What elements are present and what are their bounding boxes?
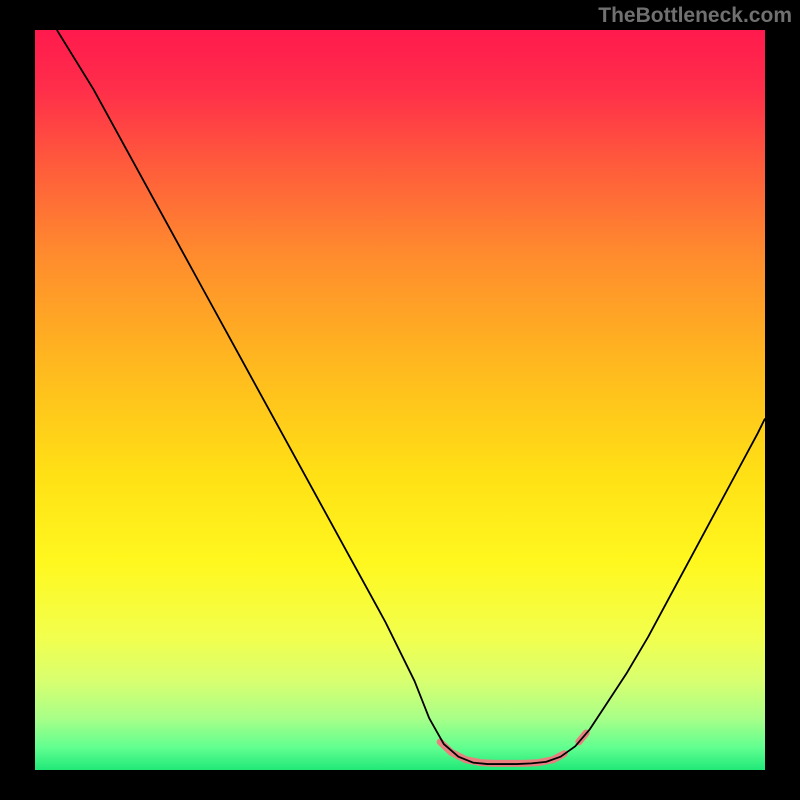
watermark-text: TheBottleneck.com — [598, 4, 792, 28]
plot-background — [35, 30, 765, 770]
bottleneck-chart — [35, 30, 765, 770]
